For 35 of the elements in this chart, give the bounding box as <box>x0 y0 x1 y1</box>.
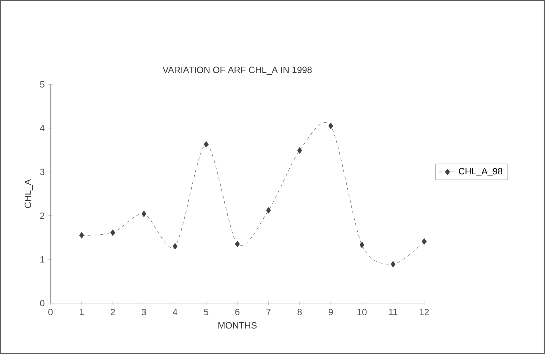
point <box>110 230 116 236</box>
point <box>172 243 178 250</box>
point <box>142 210 147 218</box>
y-axis-title: CHL_A <box>24 179 34 208</box>
point <box>390 261 396 268</box>
point <box>297 147 302 154</box>
x-tick-label: 9 <box>328 309 334 316</box>
point <box>422 238 427 245</box>
x-axis-title: MONTHS <box>218 322 257 329</box>
point <box>235 241 240 248</box>
x-tick-label: 1 <box>80 309 84 316</box>
y-tick-label: 4 <box>40 125 45 132</box>
chart-title: VARIATION OF ARF CHL_A IN 1998 <box>162 66 312 75</box>
y-tick-label: 5 <box>40 81 45 88</box>
x-tick-label: 6 <box>236 309 240 316</box>
y-tick-label: 1 <box>40 256 45 263</box>
point <box>328 122 334 130</box>
x-tick-label: 7 <box>266 309 271 316</box>
point <box>204 141 209 148</box>
x-tick-label: 3 <box>142 309 146 316</box>
legend-label: CHL_A_98 <box>459 168 503 176</box>
y-tick-label: 3 <box>40 168 45 176</box>
point <box>360 242 365 248</box>
y-tick-label: 0 <box>40 300 45 307</box>
y-tick-label: 2 <box>40 212 45 219</box>
x-tick-label: 10 <box>358 309 367 316</box>
x-tick-label: 5 <box>204 309 209 316</box>
x-tick-label: 0 <box>48 309 53 316</box>
point <box>266 207 272 214</box>
point <box>79 232 84 239</box>
x-tick-label: 11 <box>389 309 398 316</box>
x-tick-label: 2 <box>110 309 116 316</box>
x-tick-label: 8 <box>298 309 302 316</box>
x-tick-label: 4 <box>173 309 178 316</box>
x-tick-label: 12 <box>420 309 430 316</box>
